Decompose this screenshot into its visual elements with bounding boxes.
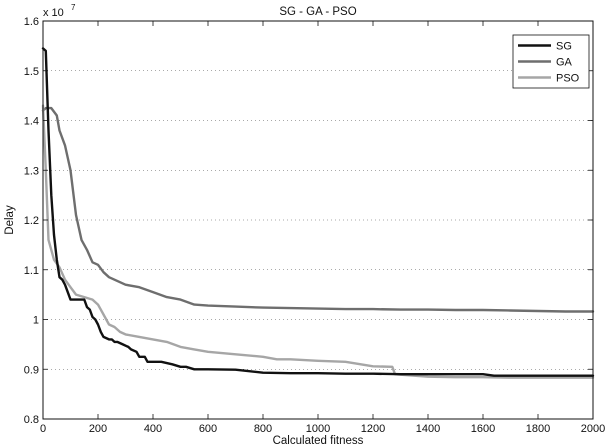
y-tick-label: 0.8 <box>24 414 39 426</box>
y-tick-label: 1.4 <box>24 116 39 128</box>
y-tick-label: 1.5 <box>24 66 39 78</box>
x-tick-label: 2000 <box>581 423 605 435</box>
axis-ticks: 0.8 0.9 1 1.1 1.2 1.3 1.4 1.5 1.6 0 200 400 600 800 10… <box>24 16 605 435</box>
series-line-ga <box>41 106 595 313</box>
x-tick-label: 400 <box>144 423 162 435</box>
y-tick-label: 1.6 <box>24 16 39 28</box>
legend-label-sg: SG <box>556 41 572 53</box>
y-tick-label: 1 <box>33 315 39 327</box>
y-exponent-power: 7 <box>71 3 76 12</box>
series-lines <box>41 47 595 379</box>
plot-background <box>43 21 593 419</box>
x-tick-label: 1600 <box>471 423 495 435</box>
x-tick-label: 800 <box>254 423 272 435</box>
x-axis-title: Calculated fitness <box>273 435 364 446</box>
legend-label-pso: PSO <box>556 73 580 85</box>
x-tick-label: 0 <box>40 423 46 435</box>
y-tick-label: 1.1 <box>24 265 39 277</box>
series-line-sg <box>41 47 595 377</box>
legend: SG GA PSO <box>512 34 590 89</box>
y-scale-exponent: x 10 7 <box>43 3 76 19</box>
x-tick-label: 1000 <box>306 423 330 435</box>
y-axis-title: Delay <box>4 205 16 235</box>
chart-title: SG - GA - PSO <box>279 6 356 18</box>
x-tick-label: 1800 <box>526 423 550 435</box>
y-exponent-base: x 10 <box>43 7 64 19</box>
y-tick-label: 1.3 <box>24 165 39 177</box>
series-line-pso <box>41 104 595 379</box>
x-tick-label: 600 <box>199 423 217 435</box>
x-tick-label: 1200 <box>361 423 385 435</box>
y-tick-label: 0.9 <box>24 364 39 376</box>
y-tick-label: 1.2 <box>24 215 39 227</box>
x-tick-label: 1400 <box>416 423 440 435</box>
x-tick-label: 200 <box>89 423 107 435</box>
legend-label-ga: GA <box>556 57 573 69</box>
